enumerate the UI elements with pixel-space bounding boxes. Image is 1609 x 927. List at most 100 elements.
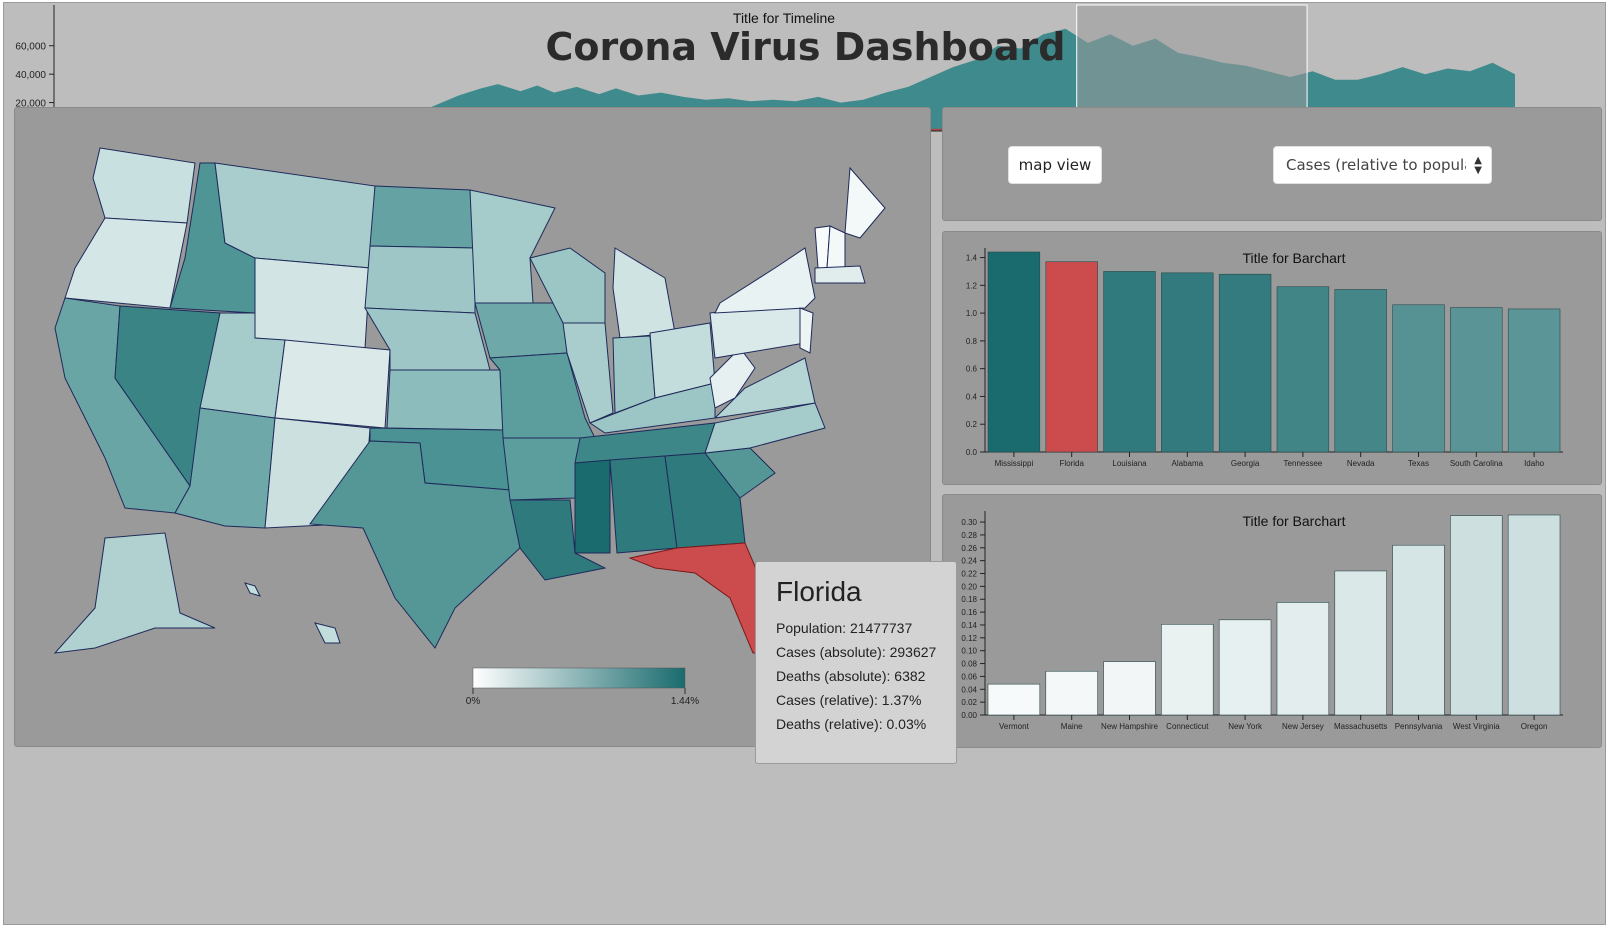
state-north-carolina[interactable]	[704, 402, 826, 454]
select-caret-icon: ▲ ▼	[1474, 155, 1482, 176]
state-maine[interactable]	[844, 166, 886, 239]
state-georgia[interactable]	[664, 452, 746, 549]
y-tick-label: 0.22	[961, 570, 977, 579]
y-tick-label: 0.10	[961, 647, 977, 656]
state-new-york[interactable]	[714, 247, 816, 314]
bar[interactable]	[987, 683, 1041, 716]
state-wyoming[interactable]	[254, 257, 371, 349]
x-tick-label: Tennessee	[1284, 459, 1323, 468]
state-minnesota[interactable]	[469, 189, 556, 304]
tooltip-cases-relative: Cases (relative): 1.37%	[776, 692, 922, 708]
y-tick-label: 1.2	[966, 281, 978, 290]
tooltip-cases-absolute: Cases (absolute): 293627	[776, 644, 937, 660]
bar[interactable]	[1507, 308, 1561, 453]
x-tick-label: New Hampshire	[1101, 722, 1158, 731]
barchart-top: 0.0 0.2 0.4 0.6 0.8 1.0 1.2 1.4 Mississippi Flori…	[966, 248, 1563, 468]
x-tick-label: Pennsylvania	[1395, 722, 1443, 731]
y-tick-label: 0.14	[961, 621, 977, 630]
barchart-bottom-panel: 0.00 0.02 0.04 0.06 0.08 0.10 0.12 0.14 0.16 0.18…	[942, 494, 1602, 748]
state-louisiana[interactable]	[509, 499, 607, 581]
state-south-dakota[interactable]	[364, 245, 476, 314]
y-tick-label: 0.06	[961, 672, 977, 681]
state-illinois[interactable]	[562, 322, 614, 424]
bar[interactable]	[1392, 304, 1445, 453]
bar[interactable]	[1161, 272, 1214, 453]
x-tick-label: West Virginia	[1453, 722, 1500, 731]
bar[interactable]	[1276, 286, 1330, 453]
y-tick-label: 0.18	[961, 595, 977, 604]
y-tick-label: 0.02	[961, 698, 977, 707]
state-alaska[interactable]	[53, 532, 216, 654]
tooltip-deaths-absolute: Deaths (absolute): 6382	[776, 668, 926, 684]
x-tick-label: Mississippi	[995, 459, 1034, 468]
y-tick-label: 0.8	[966, 337, 978, 346]
y-tick-label: 0.24	[961, 557, 977, 566]
bar[interactable]	[1392, 544, 1445, 716]
bar[interactable]	[1103, 271, 1156, 453]
bar[interactable]	[1218, 273, 1272, 453]
x-tick-label: New York	[1228, 722, 1263, 731]
bar[interactable]	[987, 251, 1041, 453]
bar[interactable]	[1218, 619, 1272, 716]
header: Corona Virus Dashboard	[4, 3, 1607, 95]
map-legend: 0% 1.44%	[466, 667, 699, 707]
state-colorado[interactable]	[274, 339, 391, 429]
state-florida[interactable]	[628, 542, 771, 654]
state-new-hampshire[interactable]	[826, 225, 846, 269]
legend-min-label: 0%	[466, 696, 481, 707]
state-texas[interactable]	[309, 440, 521, 649]
state-arkansas[interactable]	[502, 437, 581, 501]
state-north-dakota[interactable]	[369, 185, 476, 249]
x-tick-label: Maine	[1061, 722, 1083, 731]
y-tick-label: 0.28	[961, 531, 977, 540]
bar[interactable]	[1334, 289, 1387, 453]
barchart-top-panel: 0.0 0.2 0.4 0.6 0.8 1.0 1.2 1.4 Mississippi Flori…	[942, 231, 1602, 485]
legend-max-label: 1.44%	[671, 696, 699, 707]
x-tick-label: Alabama	[1172, 459, 1204, 468]
chart-title: Title for Barchart	[1243, 513, 1346, 529]
bar[interactable]	[1334, 570, 1387, 716]
timeline-y-tick-label: 60,000	[15, 42, 46, 53]
state-tooltip: Florida Population: 21477737 Cases (abso…	[755, 561, 957, 764]
us-choropleth-map[interactable]: 0% 1.44%	[15, 108, 932, 748]
state-oregon[interactable]	[64, 217, 188, 309]
state-new-jersey[interactable]	[799, 307, 814, 354]
bar[interactable]	[1161, 624, 1214, 716]
bar[interactable]	[1045, 670, 1098, 716]
y-tick-label: 0.4	[966, 392, 978, 401]
y-tick-label: 0.0	[966, 448, 978, 457]
state-wisconsin[interactable]	[529, 247, 606, 324]
bar[interactable]	[1103, 661, 1156, 716]
metric-select[interactable]: Cases (relative to population) ▲▼	[1273, 146, 1492, 184]
map-view-button[interactable]: map view	[1008, 146, 1102, 184]
state-massachusetts[interactable]	[814, 265, 866, 284]
state-michigan[interactable]	[612, 247, 676, 339]
bar[interactable]	[1276, 602, 1330, 716]
x-tick-label: Louisiana	[1112, 459, 1147, 468]
page-title: Corona Virus Dashboard	[545, 25, 1066, 69]
y-tick-label: 0.16	[961, 608, 977, 617]
y-tick-label: 0.6	[966, 365, 978, 374]
x-tick-label: South Carolina	[1450, 459, 1503, 468]
bar[interactable]	[1450, 307, 1503, 453]
controls-panel: map view Cases (relative to population) …	[942, 107, 1602, 221]
state-hawaii[interactable]	[244, 582, 341, 644]
x-tick-label: Oregon	[1521, 722, 1548, 731]
timeline-y-tick-label: 40,000	[15, 70, 46, 81]
timeline-title: Title for Timeline	[733, 10, 835, 26]
state-washington[interactable]	[92, 147, 196, 224]
x-tick-label: Texas	[1408, 459, 1429, 468]
y-tick-label: 0.30	[961, 518, 977, 527]
state-iowa[interactable]	[474, 302, 568, 359]
tooltip-deaths-relative: Deaths (relative): 0.03%	[776, 716, 927, 732]
y-tick-label: 0.08	[961, 660, 977, 669]
barchart-bottom: 0.00 0.02 0.04 0.06 0.08 0.10 0.12 0.14 0.16 0.18…	[961, 511, 1563, 731]
state-kansas[interactable]	[386, 369, 504, 431]
bar[interactable]	[1450, 515, 1503, 716]
bar[interactable]	[1045, 261, 1098, 453]
bar[interactable]	[1507, 514, 1561, 716]
state-mississippi[interactable]	[574, 459, 611, 554]
y-tick-label: 0.2	[966, 420, 978, 429]
y-tick-label: 0.04	[961, 685, 977, 694]
y-tick-label: 0.00	[961, 711, 977, 720]
